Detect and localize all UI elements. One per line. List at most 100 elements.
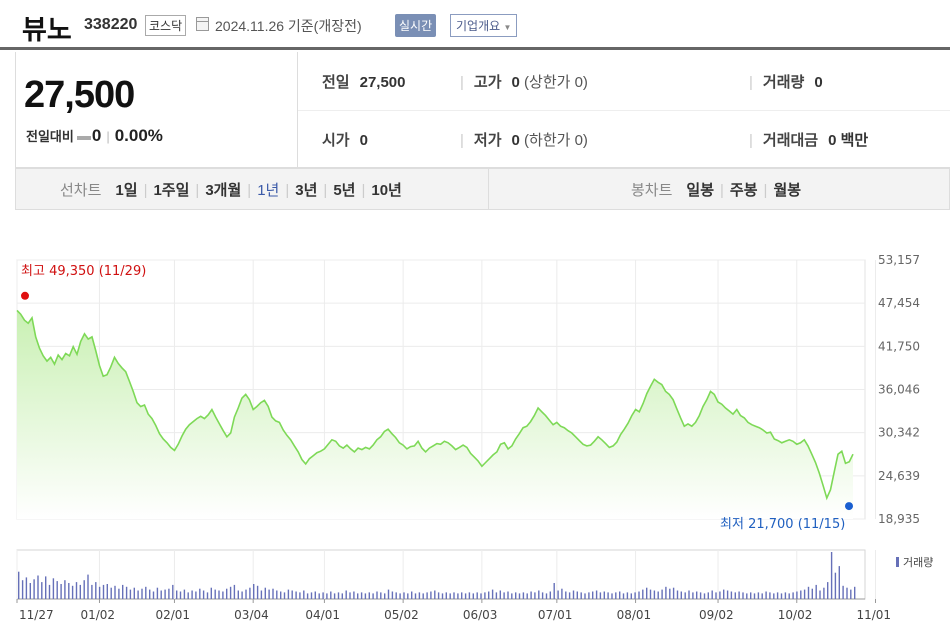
volume-bar — [399, 593, 401, 599]
high-marker-label: 최고 49,350 (11/29) — [21, 264, 146, 279]
volume-bar — [21, 580, 24, 599]
volume-bar — [68, 583, 70, 599]
volume-bar — [160, 590, 162, 599]
volume-bar — [52, 578, 55, 599]
volume-bar — [195, 591, 197, 599]
divider: | — [460, 74, 464, 91]
volume-bar — [480, 593, 482, 599]
volume-bar — [680, 591, 682, 599]
company-info-button[interactable]: 기업개요 ▼ — [450, 14, 518, 37]
volume-bar — [141, 588, 143, 599]
volume-bar — [734, 592, 736, 599]
volume-bar — [726, 590, 729, 599]
price-summary-panel: 27,500 전일대비 0 | 0.00% 전일 27,500 | 고가 0 (상한가 0)… — [15, 52, 950, 168]
volume-bar — [441, 593, 444, 599]
volume-bar — [491, 589, 494, 599]
stat-label: 거래대금 — [762, 132, 819, 149]
volume-bar — [665, 586, 667, 599]
volume-bar — [71, 585, 74, 599]
volume-bar — [607, 592, 609, 599]
volume-bar — [580, 592, 582, 599]
volume-bar — [314, 591, 316, 599]
price-chart: 53,157 47,454 41,750 36,046 30,342 24,639 18,9… — [16, 253, 933, 622]
volume-bar — [341, 593, 343, 599]
volume-bar — [79, 584, 81, 599]
tab-line-period-0[interactable]: 1일 — [115, 182, 138, 199]
volume-bar — [133, 587, 135, 599]
volume-bar — [345, 590, 347, 599]
tab-line-period-3[interactable]: 1년 — [257, 182, 280, 199]
x-tick-label: 08/01 — [617, 608, 652, 622]
x-tick-label: 03/04 — [234, 608, 269, 622]
volume-bar — [64, 580, 66, 599]
tab-line-period-6[interactable]: 10년 — [371, 182, 402, 199]
volume-bar — [834, 572, 837, 599]
volume-bar — [253, 584, 255, 599]
tab-line-period-2[interactable]: 3개월 — [205, 182, 242, 199]
tab-line-period-4[interactable]: 3년 — [295, 182, 318, 199]
volume-bar — [599, 592, 602, 599]
realtime-button[interactable]: 실시간 — [395, 14, 437, 37]
stat-label: 거래량 — [762, 74, 805, 91]
volume-bar — [387, 589, 390, 599]
volume-bar — [202, 590, 205, 599]
volume-bar — [114, 585, 116, 599]
volume-bar — [322, 592, 324, 599]
volume-bar — [310, 592, 313, 599]
divider: | — [749, 132, 753, 149]
tab-line-period-5[interactable]: 5년 — [333, 182, 356, 199]
volume-bar — [557, 590, 559, 599]
volume-bar — [738, 591, 740, 599]
volume-bar — [199, 588, 201, 599]
volume-bar — [287, 589, 290, 599]
volume-bar — [626, 592, 629, 599]
volume-bar — [757, 592, 760, 599]
volume-bar — [742, 592, 744, 599]
stat-high: | 고가 0 (상한가 0) — [460, 71, 588, 92]
y-tick-label: 41,750 — [878, 339, 920, 353]
volume-bar — [48, 584, 51, 599]
volume-bar — [545, 593, 548, 599]
x-tick-label: 11/27 — [19, 608, 54, 622]
stat-value: 0 — [511, 74, 520, 91]
volume-bar — [854, 586, 856, 599]
volume-bar — [572, 590, 575, 599]
line-chart-tabs: 선차트 1일 | 1주일 | 3개월 | 1년 | 3년 | 5년 | 10년 — [60, 179, 402, 200]
volume-bar — [407, 593, 409, 599]
volume-bar — [237, 590, 239, 599]
low-marker-label: 최저 21,700 (11/15) — [720, 517, 845, 532]
volume-bar — [549, 591, 551, 599]
volume-bar — [368, 592, 370, 599]
stat-label: 전일 — [322, 74, 350, 91]
volume-bar — [699, 592, 702, 599]
volume-bar — [819, 590, 821, 599]
volume-bar — [414, 593, 417, 599]
change-value: 0 — [91, 126, 102, 145]
volume-bar — [445, 592, 447, 599]
volume-bar — [565, 591, 567, 599]
volume-bar — [172, 584, 174, 599]
volume-bar — [488, 591, 490, 599]
low-marker-dot — [845, 502, 853, 511]
stat-volume: | 거래량 0 — [749, 71, 823, 92]
tab-candle-period-2[interactable]: 월봉 — [773, 182, 802, 199]
volume-bar — [561, 588, 563, 599]
volume-bar — [661, 589, 663, 599]
tab-divider: | — [143, 182, 148, 199]
volume-bar — [619, 591, 621, 599]
volume-bar — [688, 590, 690, 599]
tab-candle-period-0[interactable]: 일봉 — [686, 182, 715, 199]
divider: | — [749, 74, 753, 91]
stat-value: 27,500 — [359, 74, 406, 91]
stat-low: | 저가 0 (하한가 0) — [460, 129, 588, 150]
tab-line-period-1[interactable]: 1주일 — [153, 182, 190, 199]
volume-bar — [60, 584, 62, 599]
tab-candle-period-1[interactable]: 주봉 — [729, 182, 758, 199]
candle-chart-tabs: 봉차트 일봉 | 주봉 | 월봉 — [631, 179, 801, 200]
volume-bar — [218, 590, 220, 599]
volume-bar — [187, 592, 189, 599]
volume-bar — [418, 592, 421, 599]
volume-bar — [761, 593, 763, 599]
candle-chart-label: 봉차트 — [631, 182, 673, 199]
y-tick-label: 47,454 — [878, 296, 920, 310]
